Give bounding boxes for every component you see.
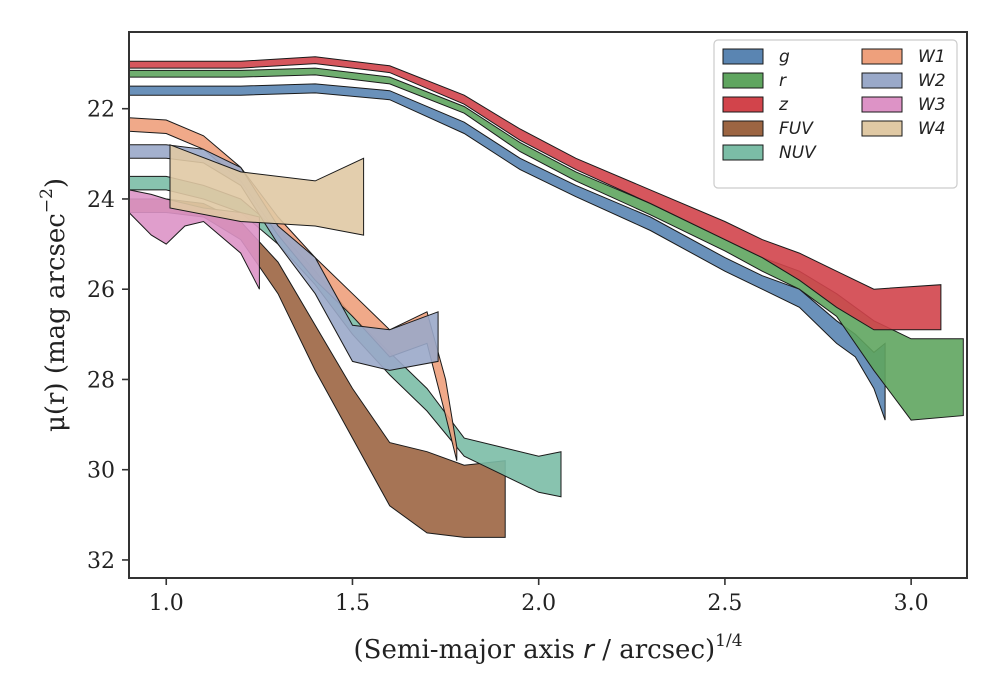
x-tick-label: 1.5 (335, 591, 370, 616)
plot-frame (128, 31, 968, 579)
y-tick-label: 26 (87, 278, 115, 303)
legend-label-fuv: FUV (779, 119, 814, 139)
x-axis-label-sup: 1/4 (715, 631, 742, 651)
legend-swatch-fuv (722, 120, 764, 137)
x-tick-label: 2.0 (521, 591, 556, 616)
series-layer (129, 56, 964, 538)
series-band-r (129, 67, 964, 421)
y-tick-label: 30 (87, 459, 115, 484)
legend-label-nuv: NUV (779, 143, 817, 163)
series-band-g (129, 83, 886, 421)
y-axis-label-main: μ(r) (mag arcsec (41, 213, 71, 432)
legend-swatch-w1 (861, 48, 903, 65)
y-tick-label: 22 (87, 98, 115, 123)
y-tick-label: 32 (87, 549, 115, 574)
legend-label-w2: W2 (918, 71, 946, 91)
legend-label-w1: W1 (918, 47, 946, 67)
x-axis-label: (Semi-major axis r / arcsec)1/4 (353, 631, 742, 665)
legend-swatch-nuv (722, 144, 764, 161)
y-axis-label-close: ) (41, 178, 71, 188)
legend-swatch-g (722, 48, 764, 65)
legend-swatch-w3 (861, 96, 903, 113)
y-tick-label: 24 (87, 188, 115, 213)
legend-label-w4: W4 (918, 119, 946, 139)
y-tick-label: 28 (87, 368, 115, 393)
y-axis-label-sup: −2 (37, 188, 57, 213)
x-tick-label: 1.0 (149, 591, 184, 616)
y-axis-label: μ(r) (mag arcsec−2) (37, 178, 71, 432)
legend-swatch-w2 (861, 72, 903, 89)
legend-swatch-r (722, 72, 764, 89)
legend-label-z: z (778, 95, 789, 115)
legend: grz FUV NUV W1 W2 W3 W4 (713, 39, 958, 189)
legend-swatch-z (722, 96, 764, 113)
legend-label-w3: W3 (918, 95, 946, 115)
x-axis-label-main: (Semi-major axis r / arcsec) (353, 635, 715, 665)
legend-label-r: r (779, 71, 787, 91)
x-tick-label: 2.5 (707, 591, 742, 616)
series-band-z (129, 56, 942, 331)
axis-layer: 1.0 1.5 2.0 2.5 3.0 22 24 26 28 30 32 (87, 98, 929, 616)
legend-label-g: g (779, 47, 790, 67)
legend-swatch-w4 (861, 120, 903, 137)
series-band-w4 (169, 144, 365, 236)
x-tick-label: 3.0 (894, 591, 929, 616)
